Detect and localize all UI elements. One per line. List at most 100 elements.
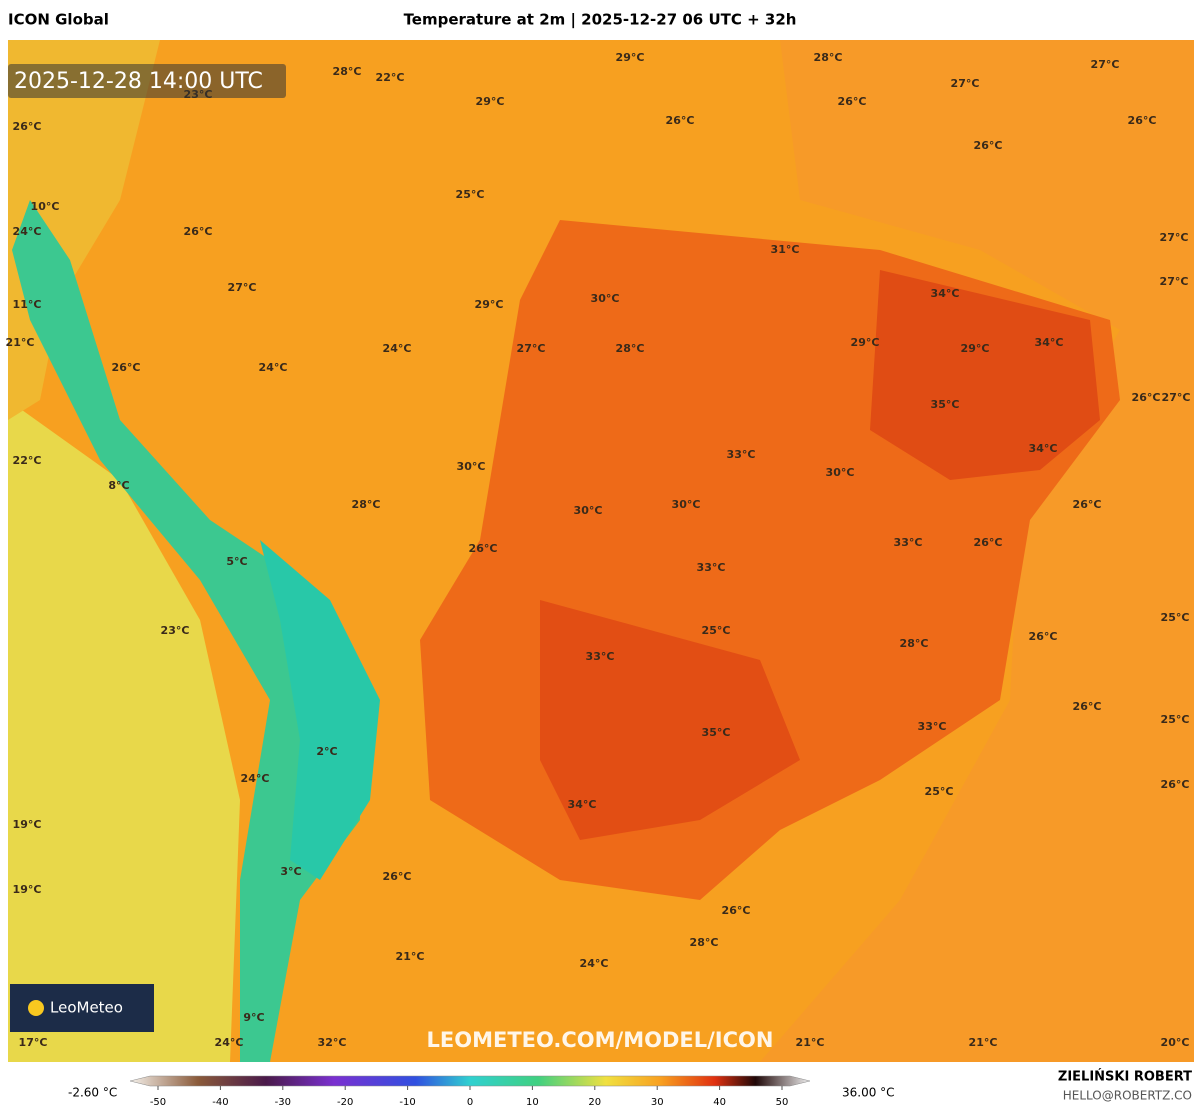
temperature-label: 26°C [1161, 778, 1190, 791]
model-name: ICON Global [8, 11, 109, 29]
temperature-label: 33°C [697, 561, 726, 574]
colorbar-tick-label: -30 [275, 1097, 291, 1108]
temperature-label: 28°C [333, 65, 362, 78]
temperature-label: 27°C [1162, 391, 1191, 404]
temperature-label: 25°C [1161, 611, 1190, 624]
temperature-label: 34°C [1029, 442, 1058, 455]
temperature-label: 27°C [228, 281, 257, 294]
temperature-label: 26°C [383, 870, 412, 883]
temperature-label: 30°C [457, 460, 486, 473]
colorbar-tick-label: -20 [337, 1097, 353, 1108]
watermark: LEOMETEO.COM/MODEL/ICON [427, 1028, 774, 1052]
temperature-label: 27°C [1160, 231, 1189, 244]
temperature-label: 5°C [226, 555, 247, 568]
temperature-label: 35°C [702, 726, 731, 739]
colorbar-tick-label: 0 [467, 1097, 473, 1108]
temperature-label: 28°C [352, 498, 381, 511]
colorbar-tick-label: 50 [776, 1097, 789, 1108]
logo-sun [28, 1000, 44, 1016]
colorbar-tick-label: -10 [399, 1097, 415, 1108]
temperature-label: 30°C [826, 466, 855, 479]
temperature-label: 22°C [376, 71, 405, 84]
temperature-label: 33°C [586, 650, 615, 663]
temperature-label: 19°C [13, 883, 42, 896]
temperature-label: 27°C [1160, 275, 1189, 288]
colorbar-tick-label: 20 [588, 1097, 601, 1108]
temperature-label: 33°C [918, 720, 947, 733]
temperature-label: 8°C [108, 479, 129, 492]
temperature-label: 24°C [259, 361, 288, 374]
temperature-label: 24°C [241, 772, 270, 785]
temperature-label: 25°C [456, 188, 485, 201]
temperature-label: 30°C [574, 504, 603, 517]
temperature-label: 24°C [580, 957, 609, 970]
temperature-label: 28°C [616, 342, 645, 355]
temperature-label: 24°C [383, 342, 412, 355]
temperature-label: 31°C [771, 243, 800, 256]
colorbar-tick-label: 30 [651, 1097, 664, 1108]
temperature-label: 26°C [974, 536, 1003, 549]
temperature-label: 26°C [838, 95, 867, 108]
temperature-label: 29°C [616, 51, 645, 64]
temperature-label: 30°C [591, 292, 620, 305]
temperature-label: 24°C [13, 225, 42, 238]
temperature-label: 28°C [900, 637, 929, 650]
temperature-label: 26°C [666, 114, 695, 127]
temperature-label: 26°C [1029, 630, 1058, 643]
credit-name: ZIELIŃSKI ROBERT [1058, 1069, 1192, 1085]
timestamp: 2025-12-28 14:00 UTC [14, 69, 263, 94]
colorbar-tick-label: -40 [212, 1097, 228, 1108]
temperature-label: 26°C [722, 904, 751, 917]
temperature-label: 22°C [13, 454, 42, 467]
temperature-label: 26°C [1128, 114, 1157, 127]
temperature-label: 20°C [1161, 1036, 1190, 1049]
temperature-label: 33°C [727, 448, 756, 461]
temperature-label: 25°C [702, 624, 731, 637]
temperature-label: 26°C [1132, 391, 1161, 404]
temperature-label: 3°C [280, 865, 301, 878]
temperature-label: 26°C [184, 225, 213, 238]
temperature-label: 33°C [894, 536, 923, 549]
temperature-label: 25°C [1161, 713, 1190, 726]
colorbar-tick-label: -50 [150, 1097, 166, 1108]
temperature-label: 19°C [13, 818, 42, 831]
colorbar-tick-label: 40 [713, 1097, 726, 1108]
temperature-label: 11°C [13, 298, 42, 311]
temperature-label: 29°C [475, 298, 504, 311]
temperature-label: 27°C [517, 342, 546, 355]
temperature-label: 30°C [672, 498, 701, 511]
temperature-label: 9°C [243, 1011, 264, 1024]
credit-email: HELLO@ROBERTZ.CO [1063, 1089, 1192, 1103]
temperature-label: 35°C [931, 398, 960, 411]
temperature-label: 26°C [974, 139, 1003, 152]
temperature-label: 2°C [316, 745, 337, 758]
colorbar-max: 36.00 °C [842, 1086, 895, 1100]
colorbar-min: -2.60 °C [68, 1086, 117, 1100]
temperature-label: 27°C [951, 77, 980, 90]
temperature-label: 34°C [931, 287, 960, 300]
temperature-label: 34°C [568, 798, 597, 811]
temperature-label: 25°C [925, 785, 954, 798]
temperature-label: 21°C [396, 950, 425, 963]
map-title: Temperature at 2m | 2025-12-27 06 UTC + … [404, 11, 797, 30]
temperature-label: 26°C [469, 542, 498, 555]
temperature-label: 29°C [851, 336, 880, 349]
logo: LeoMeteo [50, 999, 123, 1017]
temperature-label: 29°C [476, 95, 505, 108]
temperature-label: 21°C [796, 1036, 825, 1049]
temperature-label: 21°C [6, 336, 35, 349]
temperature-label: 21°C [969, 1036, 998, 1049]
temperature-label: 26°C [1073, 700, 1102, 713]
temperature-label: 17°C [19, 1036, 48, 1049]
temperature-label: 26°C [1073, 498, 1102, 511]
temperature-label: 29°C [961, 342, 990, 355]
temperature-label: 34°C [1035, 336, 1064, 349]
temperature-label: 27°C [1091, 58, 1120, 71]
colorbar-tick-label: 10 [526, 1097, 539, 1108]
temperature-label: 26°C [13, 120, 42, 133]
map [8, 40, 1194, 1062]
temperature-label: 23°C [161, 624, 190, 637]
temperature-label: 28°C [814, 51, 843, 64]
temperature-label: 24°C [215, 1036, 244, 1049]
